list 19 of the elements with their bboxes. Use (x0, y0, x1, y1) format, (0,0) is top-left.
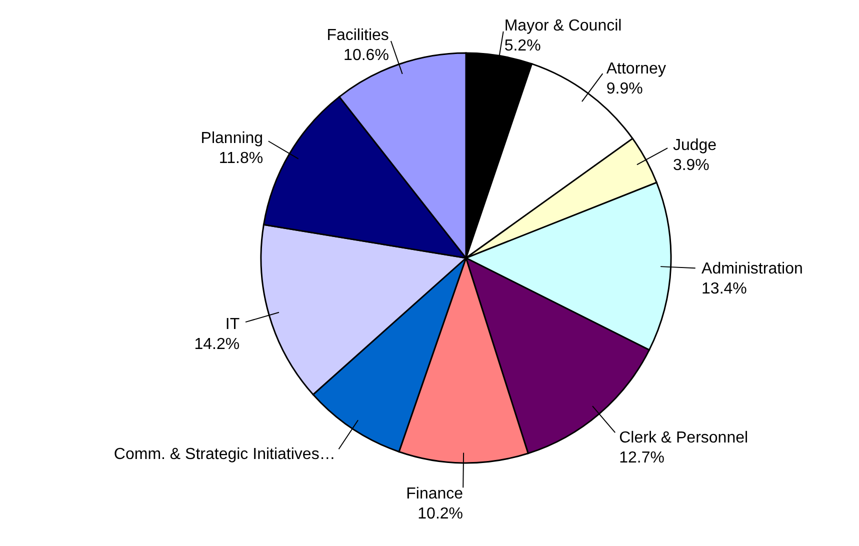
slice-label: Comm. & Strategic Initiatives… (114, 446, 336, 464)
slice-label: Facilities (326, 27, 389, 44)
data-label: 11.8% (218, 150, 264, 167)
slice-label: Clerk & Personnel (619, 429, 748, 446)
data-label: 10.2% (418, 506, 464, 523)
data-label: 10.6% (344, 47, 389, 64)
slice-label: Administration (702, 260, 803, 278)
data-label: 14.2% (194, 336, 240, 353)
data-label: 9.9% (606, 80, 643, 98)
slice-label: Planning (200, 130, 264, 147)
data-label: 5.2% (504, 37, 541, 54)
data-label: 13.4% (702, 280, 747, 298)
data-label: 12.7% (619, 449, 664, 466)
slice-label: Finance (406, 486, 464, 503)
slice-label: Mayor & Council (504, 17, 622, 34)
slice-label: IT (225, 316, 240, 333)
slice-label: Attorney (606, 60, 666, 78)
slice-label: Judge (672, 137, 717, 154)
data-label: 3.9% (672, 157, 710, 174)
